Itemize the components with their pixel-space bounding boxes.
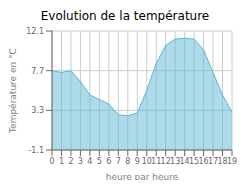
svg-text:7: 7 xyxy=(116,157,121,166)
svg-text:6: 6 xyxy=(106,157,111,166)
svg-text:2: 2 xyxy=(68,157,73,166)
svg-text:8: 8 xyxy=(125,157,130,166)
svg-text:3: 3 xyxy=(78,157,83,166)
svg-text:-1.1: -1.1 xyxy=(28,146,44,155)
svg-text:12.1: 12.1 xyxy=(26,27,44,36)
svg-text:19: 19 xyxy=(227,157,237,166)
svg-text:3.3: 3.3 xyxy=(31,106,44,115)
html-text:Evolution de la température: Evolution de la température xyxy=(40,9,210,23)
svg-text:0: 0 xyxy=(49,157,54,166)
html-text:10 11 12 13 14 15 16 17 18: 10 11 12 13 14 15 16 17 18 xyxy=(141,156,228,166)
svg-text:7.7: 7.7 xyxy=(31,67,44,76)
svg-text:9: 9 xyxy=(135,157,140,166)
svg-text:heure par heure: heure par heure xyxy=(106,172,179,180)
svg-text:5: 5 xyxy=(97,157,102,166)
svg-text:Température en °C: Température en °C xyxy=(8,48,18,134)
svg-text:4: 4 xyxy=(87,157,92,166)
svg-text:1: 1 xyxy=(59,157,64,166)
